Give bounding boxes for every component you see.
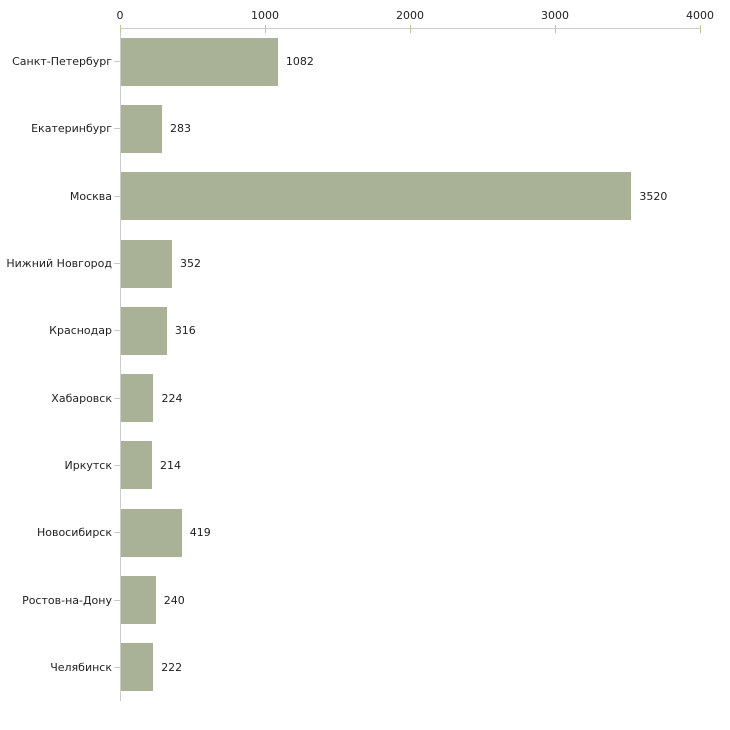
y-tick-mark	[114, 330, 120, 332]
category-label: Ростов-на-Дону	[22, 593, 112, 607]
bar-track: 419	[121, 499, 730, 566]
bar-track: 3520	[121, 163, 730, 230]
chart-row: Хабаровск 224	[0, 364, 730, 431]
y-tick-mark	[114, 599, 120, 601]
bar-track: 214	[121, 432, 730, 499]
value-label: 352	[180, 257, 202, 271]
bar-track: 316	[121, 297, 730, 364]
bar-track: 283	[121, 95, 730, 162]
value-label: 316	[174, 324, 196, 338]
bar-track: 352	[121, 230, 730, 297]
chart-row: Новосибирск 419	[0, 499, 730, 566]
value-label: 224	[161, 391, 183, 405]
chart-row: Нижний Новгород 352	[0, 230, 730, 297]
chart-row: Москва 3520	[0, 163, 730, 230]
chart-row: Челябинск 222	[0, 634, 730, 701]
bar-track: 240	[121, 566, 730, 633]
plot-area: Санкт-Петербург 1082 Екатеринбург 283 Москва…	[0, 28, 730, 701]
x-tick-label: 1000	[251, 9, 279, 22]
y-axis-line	[120, 28, 121, 701]
y-tick-mark	[114, 666, 120, 668]
category-label: Иркутск	[64, 458, 112, 472]
y-tick-mark	[114, 195, 120, 197]
x-tick-mark	[120, 25, 121, 33]
y-tick-mark	[114, 397, 120, 399]
value-label: 214	[160, 458, 182, 472]
bar	[121, 172, 632, 221]
value-label: 222	[161, 660, 183, 674]
bar	[121, 374, 154, 423]
x-tick-mark	[265, 25, 266, 33]
y-tick-mark	[114, 61, 120, 63]
y-tick-mark	[114, 263, 120, 265]
category-label: Москва	[69, 189, 112, 203]
x-tick-label: 2000	[396, 9, 424, 22]
bar	[121, 643, 154, 692]
chart-row: Краснодар 316	[0, 297, 730, 364]
x-tick-mark	[700, 25, 701, 33]
bar-track: 222	[121, 634, 730, 701]
category-label: Новосибирск	[36, 526, 112, 540]
y-tick-mark	[114, 464, 120, 466]
x-tick-mark	[555, 25, 556, 33]
bar	[121, 576, 156, 625]
bar	[121, 441, 153, 490]
value-label: 240	[163, 593, 185, 607]
x-tick-mark	[410, 25, 411, 33]
bar	[121, 37, 278, 86]
bar	[121, 104, 163, 153]
bar	[121, 508, 182, 557]
value-label: 283	[170, 122, 192, 136]
bar	[121, 306, 167, 355]
x-tick-label: 4000	[686, 9, 714, 22]
category-label: Краснодар	[49, 324, 112, 338]
value-label: 419	[189, 526, 211, 540]
category-label: Санкт-Петербург	[12, 55, 112, 69]
category-label: Екатеринбург	[31, 122, 112, 136]
category-label: Челябинск	[50, 660, 112, 674]
value-label: 3520	[639, 189, 668, 203]
x-tick-label: 0	[116, 9, 124, 22]
chart-row: Иркутск 214	[0, 432, 730, 499]
chart-row: Екатеринбург 283	[0, 95, 730, 162]
y-tick-mark	[114, 532, 120, 534]
category-label: Хабаровск	[51, 391, 112, 405]
bar-track: 224	[121, 364, 730, 431]
bar-track: 1082	[121, 28, 730, 95]
category-label: Нижний Новгород	[6, 257, 112, 271]
y-tick-mark	[114, 128, 120, 130]
x-tick-label: 3000	[541, 9, 569, 22]
value-label: 1082	[285, 55, 314, 69]
chart-row: Ростов-на-Дону 240	[0, 566, 730, 633]
chart-row: Санкт-Петербург 1082	[0, 28, 730, 95]
bar	[121, 239, 173, 288]
